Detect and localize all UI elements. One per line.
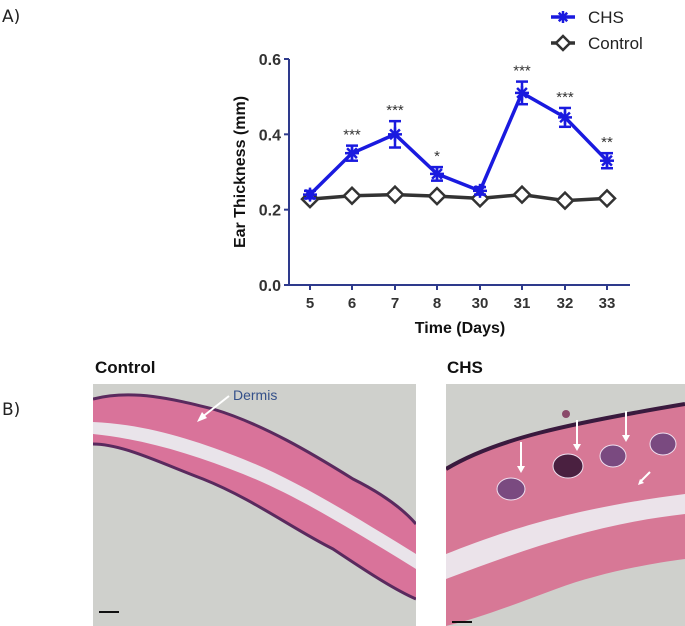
y-tick-label: 0.0: [259, 278, 281, 295]
legend-label: CHS: [588, 8, 624, 27]
control-histology-image: Dermis: [93, 384, 416, 626]
ear-thickness-chart: 0.0 0.2 0.4 0.6 5 6 7 8 30 31 32 33 Time (Days) Ear T…: [232, 8, 643, 337]
significance-label: ***: [556, 89, 574, 106]
y-axis-title: Ear Thickness (mm): [232, 96, 249, 248]
significance-label: *: [434, 148, 440, 165]
y-tick-label: 0.6: [259, 52, 281, 69]
x-tick-label: 8: [433, 295, 441, 312]
x-tick-label: 5: [306, 295, 314, 312]
x-tick-label: 32: [557, 295, 574, 312]
significance-label: ***: [386, 102, 404, 119]
panel-a-label: A): [2, 7, 21, 27]
x-tick-label: 31: [514, 295, 531, 312]
x-tick-label: 6: [348, 295, 356, 312]
x-axis-title: Time (Days): [415, 320, 505, 337]
chs-image-title: CHS: [447, 358, 483, 377]
y-tick-label: 0.2: [259, 203, 281, 220]
dermis-label: Dermis: [233, 387, 278, 403]
control-image-title: Control: [95, 358, 156, 377]
y-tick-label: 0.4: [259, 127, 281, 144]
x-tick-label: 33: [599, 295, 616, 312]
significance-label: ***: [513, 63, 531, 80]
legend-label: Control: [588, 34, 643, 53]
significance-label: **: [601, 134, 613, 151]
significance-label: ***: [343, 127, 361, 144]
panel-b-label: B): [2, 400, 21, 420]
x-tick-label: 7: [391, 295, 399, 312]
x-tick-label: 30: [472, 295, 489, 312]
series-line-chs: [308, 90, 609, 196]
chs-histology-image: [446, 384, 685, 626]
